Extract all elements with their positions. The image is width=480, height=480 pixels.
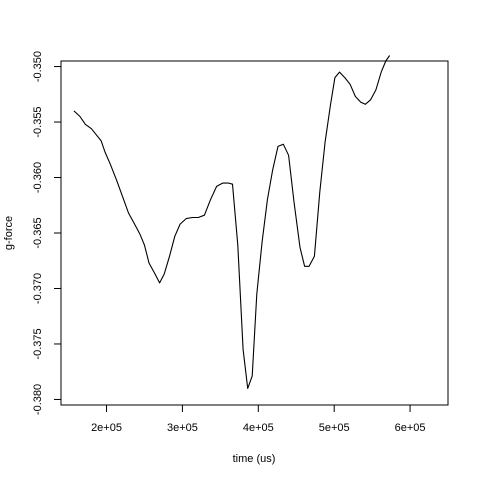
x-tick-label: 3e+05	[167, 422, 198, 434]
series-group	[73, 55, 391, 389]
plot-box	[60, 60, 449, 406]
x-tick-label: 4e+05	[243, 422, 274, 434]
x-tick-label: 6e+05	[395, 422, 426, 434]
y-tick-label: -0.380	[32, 384, 44, 415]
y-tick-label: -0.370	[32, 273, 44, 304]
x-axis-label: time (us)	[233, 453, 276, 465]
y-axis-label: g-force	[3, 216, 15, 250]
y-tick-label: -0.350	[32, 51, 44, 82]
x-tick-label: 2e+05	[91, 422, 122, 434]
y-tick-label: -0.375	[32, 328, 44, 359]
x-tick-label: 5e+05	[319, 422, 350, 434]
y-axis: -0.380 -0.375 -0.370 -0.365 -0.360 -0.355 -0.3…	[32, 51, 62, 415]
series-line	[73, 55, 391, 389]
y-tick-label: -0.365	[32, 217, 44, 248]
y-tick-label: -0.355	[32, 106, 44, 137]
x-axis: 2e+05 3e+05 4e+05 5e+05 6e+05	[91, 404, 426, 434]
y-tick-label: -0.360	[32, 162, 44, 193]
